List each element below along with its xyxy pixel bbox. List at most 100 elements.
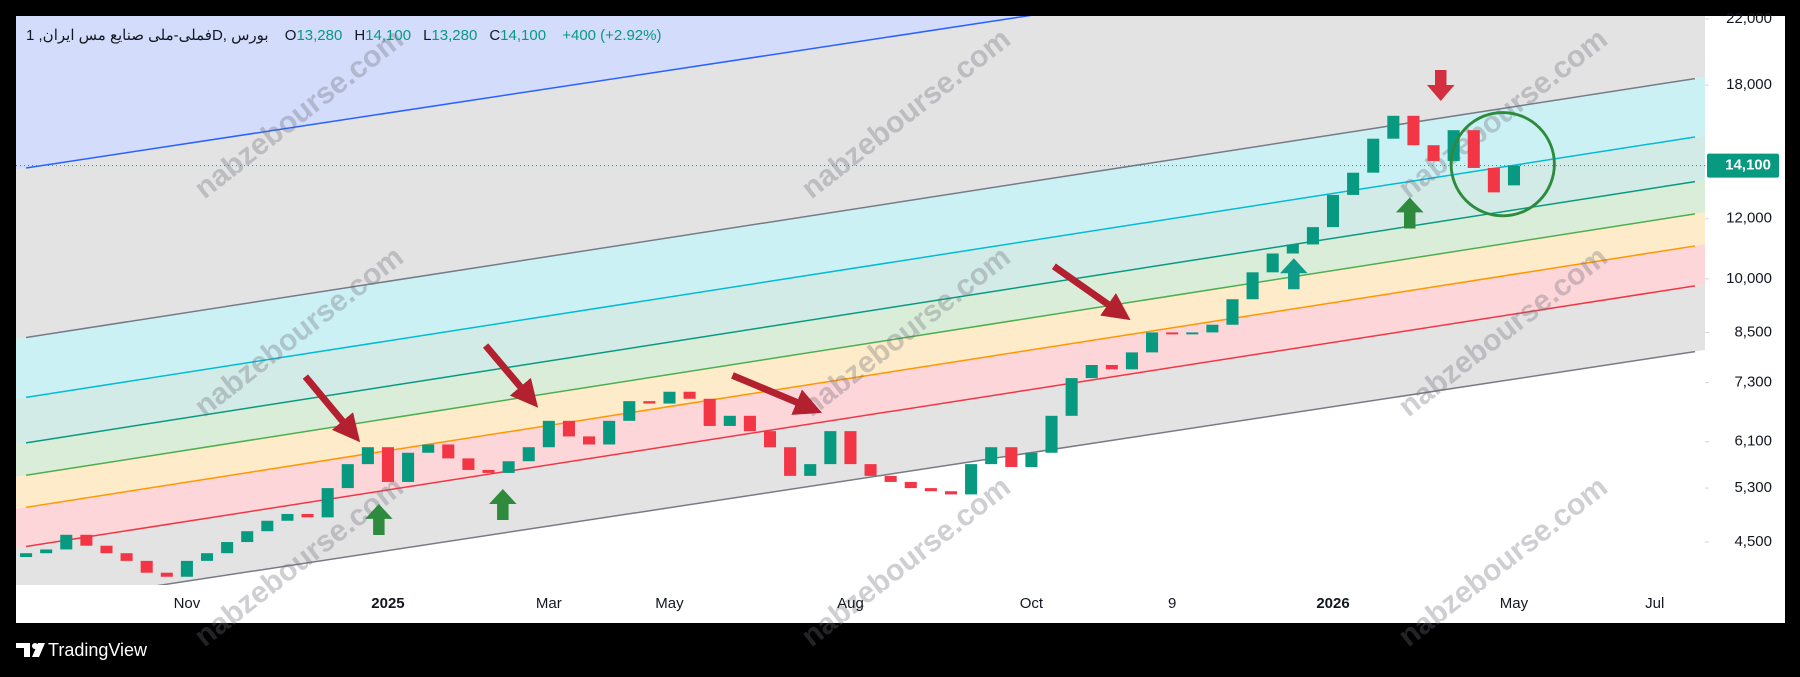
- y-tick-label: 22,000: [1726, 10, 1772, 27]
- ohlc: O13,280 H14,100 L13,280 C14,100: [285, 27, 558, 44]
- x-tick-label: May: [1500, 595, 1529, 612]
- channel-band: [16, 244, 1705, 549]
- ohlc-key: C: [489, 27, 501, 44]
- candle: [1186, 332, 1199, 335]
- candle: [683, 391, 696, 399]
- x-tick-label: 2025: [371, 595, 404, 612]
- up-arrow: [365, 503, 393, 535]
- candle: [904, 481, 917, 489]
- brand: TradingView: [16, 640, 148, 660]
- ohlc-key: O: [284, 27, 297, 44]
- candle: [703, 398, 716, 426]
- legend: فملی-ملی صنایع مس ایران, 1D, بورس O13,28…: [26, 26, 673, 44]
- candle: [241, 531, 254, 543]
- up-arrow: [1280, 258, 1308, 290]
- candle: [321, 488, 334, 518]
- channel-band: [16, 16, 1705, 340]
- channel-line: [25, 180, 1696, 444]
- candle: [381, 447, 395, 482]
- candle: [864, 464, 877, 476]
- x-tick-label: 2026: [1316, 595, 1349, 612]
- annotations: [302, 70, 1556, 535]
- brand-name: TradingView: [48, 640, 148, 660]
- candle: [663, 391, 676, 404]
- symbol-title: فملی-ملی صنایع مس ایران, 1D, بورس: [26, 27, 269, 44]
- y-tick-label: 6,100: [1734, 433, 1772, 450]
- candle: [1347, 172, 1360, 195]
- candle: [1045, 415, 1058, 453]
- candle: [341, 464, 354, 489]
- candle: [1427, 145, 1440, 161]
- channel-band: [16, 180, 1705, 477]
- candle: [20, 553, 33, 558]
- candle: [80, 534, 93, 546]
- candle: [1487, 167, 1500, 193]
- candle: [643, 401, 656, 404]
- arrow: [302, 374, 361, 443]
- channel-band: [16, 77, 1705, 399]
- candle: [1387, 115, 1400, 139]
- ohlc-key: L: [423, 27, 432, 44]
- ohlc-value: 13,280: [296, 27, 343, 44]
- candle: [1286, 244, 1299, 254]
- channel-band: [16, 135, 1705, 445]
- candle: [1206, 324, 1219, 333]
- channel-line: [25, 16, 1032, 169]
- candle: [1146, 332, 1159, 353]
- candle: [924, 488, 937, 492]
- channel-line: [156, 350, 1696, 585]
- y-tick-label: 10,000: [1726, 270, 1772, 287]
- ohlc-key: H: [354, 27, 366, 44]
- candle: [623, 401, 636, 421]
- candle: [281, 513, 294, 521]
- candle: [985, 447, 998, 465]
- x-tick-label: 9: [1168, 595, 1176, 612]
- candle: [1025, 452, 1038, 468]
- x-tick-label: Nov: [174, 595, 201, 612]
- channel: [16, 16, 1705, 585]
- candle: [502, 461, 515, 473]
- candle: [1507, 165, 1521, 186]
- candle: [462, 458, 475, 470]
- highlight-circle: [1449, 111, 1556, 218]
- candle: [60, 534, 73, 550]
- channel-line: [25, 213, 1696, 477]
- candle: [1085, 364, 1098, 379]
- candle: [1407, 115, 1420, 146]
- candle: [944, 491, 958, 495]
- ohlc-value: 13,280: [431, 27, 478, 44]
- candle: [1306, 227, 1319, 245]
- y-tick-label: 7,300: [1734, 374, 1772, 391]
- candle: [1246, 272, 1259, 300]
- candle: [120, 553, 133, 561]
- candle: [140, 560, 153, 573]
- candle: [1226, 299, 1239, 325]
- candle: [784, 447, 797, 476]
- candle: [542, 420, 555, 448]
- channel-band: [16, 284, 1705, 585]
- candle: [1105, 364, 1118, 370]
- x-tick-label: May: [655, 595, 684, 612]
- candle: [763, 431, 777, 448]
- candle: [603, 420, 616, 445]
- arrow: [731, 372, 823, 415]
- candle: [804, 464, 817, 476]
- candle: [160, 572, 173, 577]
- x-tick-label: Mar: [536, 595, 562, 612]
- up-arrow: [489, 489, 517, 521]
- candle: [482, 469, 495, 473]
- candle: [743, 415, 756, 432]
- candle: [422, 444, 435, 453]
- candle: [1065, 378, 1078, 416]
- candle: [562, 420, 575, 437]
- axes: 4,500 5,300 6,100 7,300 8,500 10,000 12,000 18,…: [16, 10, 1779, 612]
- candle: [180, 560, 193, 577]
- candle: [361, 447, 374, 465]
- brand-logo-dot: [32, 643, 38, 649]
- y-tick-label: 5,300: [1734, 479, 1772, 496]
- candles: [20, 115, 1521, 577]
- y-tick-label: 18,000: [1726, 76, 1772, 93]
- candle: [522, 447, 535, 462]
- candle: [402, 452, 415, 482]
- arrow: [482, 343, 539, 408]
